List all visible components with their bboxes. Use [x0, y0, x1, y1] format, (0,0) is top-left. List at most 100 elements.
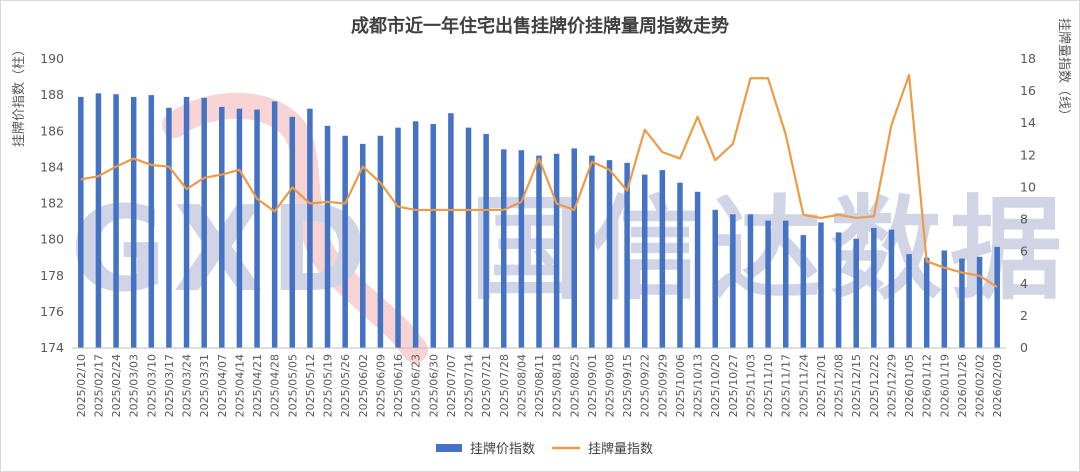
x-tick-label: 2025/08/11	[533, 354, 546, 417]
x-tick-label: 2026/01/26	[956, 354, 969, 417]
x-tick-label: 2025/03/31	[198, 354, 211, 417]
x-tick-label: 2025/03/24	[181, 354, 194, 417]
x-tick-label: 2025/12/22	[868, 354, 881, 417]
right-tick-label: 4	[1020, 276, 1028, 291]
x-tick-label: 2026/01/05	[903, 354, 916, 417]
bar-2025-06-16	[395, 127, 401, 348]
bar-2025-08-25	[571, 148, 577, 348]
bar-2025-09-22	[641, 174, 648, 348]
x-tick-label: 2025/03/10	[145, 354, 158, 417]
bar-2026-01-26	[959, 258, 965, 348]
legend: 挂牌价指数 挂牌量指数	[436, 441, 653, 457]
x-tick-label: 2025/08/04	[515, 354, 528, 417]
chart-title: 成都市近一年住宅出售挂牌价挂牌量周指数走势	[351, 15, 729, 37]
bar-2025-04-14	[236, 108, 243, 348]
x-tick-label: 2026/01/12	[921, 354, 934, 417]
x-tick-label: 2025/09/01	[586, 354, 599, 417]
x-tick-label: 2025/09/08	[603, 354, 616, 417]
bar-2025-03-31	[201, 97, 207, 348]
x-tick-label: 2025/06/30	[427, 354, 440, 417]
bar-2025-05-12	[307, 108, 313, 348]
left-tick-label: 184	[40, 159, 64, 174]
x-tick-label: 2025/04/28	[269, 354, 282, 417]
x-tick-label: 2025/07/07	[445, 354, 458, 417]
bar-2025-08-04	[518, 150, 525, 348]
bar-2025-12-01	[818, 222, 824, 348]
x-tick-label: 2025/11/10	[762, 354, 775, 417]
x-tick-label: 2025/09/29	[656, 354, 669, 417]
x-tick-label: 2026/02/02	[974, 354, 987, 417]
right-tick-label: 6	[1020, 244, 1028, 259]
legend-swatch-bar	[436, 444, 462, 452]
x-tick-label: 2025/05/19	[322, 354, 335, 417]
x-tick-label: 2025/08/18	[551, 354, 564, 417]
bar-2025-11-24	[800, 235, 807, 348]
x-tick-label: 2025/04/07	[216, 354, 229, 417]
bar-2026-02-02	[976, 256, 983, 348]
bar-2025-08-18	[553, 153, 560, 348]
left-tick-label: 176	[40, 304, 64, 319]
left-tick-label: 174	[40, 340, 64, 355]
bar-2025-09-29	[659, 170, 666, 348]
x-tick-label: 2025/07/14	[463, 354, 476, 417]
x-tick-label: 2025/07/28	[498, 354, 511, 417]
bar-2025-06-02	[360, 143, 366, 348]
x-tick-label: 2025/11/24	[797, 354, 810, 417]
right-tick-label: 18	[1020, 51, 1036, 66]
right-tick-label: 12	[1020, 147, 1036, 162]
bar-2025-04-21	[254, 109, 260, 348]
bar-2025-10-20	[712, 209, 718, 348]
bar-2025-02-24	[113, 94, 119, 348]
bar-2025-03-17	[166, 107, 172, 349]
bar-2025-12-29	[888, 229, 895, 348]
x-tick-label: 2025/09/22	[639, 354, 652, 417]
bar-2025-12-15	[853, 238, 859, 348]
bar-2025-11-03	[747, 214, 754, 348]
x-tick-label: 2025/10/06	[674, 354, 687, 417]
bar-2026-01-19	[941, 250, 948, 348]
bar-2026-02-09	[994, 246, 1000, 348]
bar-2025-05-26	[342, 135, 348, 348]
x-tick-label: 2025/12/01	[815, 354, 828, 417]
bar-2025-02-17	[95, 93, 102, 348]
bar-2025-04-07	[219, 106, 225, 349]
x-tick-label: 2025/09/15	[621, 354, 634, 417]
bar-2025-06-23	[412, 121, 419, 348]
right-tick-label: 2	[1020, 308, 1028, 323]
right-axis-label: 挂牌量指数（线）	[1056, 18, 1072, 122]
bar-2025-08-11	[536, 155, 542, 348]
x-tick-label: 2025/04/14	[233, 354, 246, 417]
x-tick-label: 2025/05/26	[339, 354, 352, 417]
x-tick-label: 2025/02/24	[110, 354, 123, 417]
bar-2025-12-08	[835, 232, 842, 348]
x-tick-label: 2025/02/17	[92, 354, 105, 417]
x-tick-label: 2025/12/08	[833, 354, 846, 417]
x-tick-label: 2025/10/13	[692, 354, 705, 417]
right-tick-label: 8	[1020, 212, 1028, 227]
x-axis-ticks: 2025/02/10 2025/02/17 2025/02/24 2025/03/03…	[75, 354, 1004, 417]
legend-label-price: 挂牌价指数	[470, 441, 535, 457]
x-tick-label: 2025/12/29	[885, 354, 898, 417]
right-tick-label: 14	[1020, 115, 1036, 130]
right-tick-label: 10	[1020, 179, 1036, 194]
bar-2025-03-24	[183, 96, 190, 349]
x-tick-label: 2025/06/09	[374, 354, 387, 417]
left-tick-label: 186	[40, 123, 64, 138]
x-tick-label: 2025/11/03	[744, 354, 757, 417]
bar-2025-03-03	[130, 96, 137, 349]
bar-2025-11-10	[765, 220, 771, 348]
left-tick-label: 188	[40, 87, 64, 102]
x-tick-label: 2026/01/19	[938, 354, 951, 417]
x-tick-label: 2025/03/03	[128, 354, 141, 417]
bar-2025-10-06	[677, 182, 683, 348]
listing-volume-line	[80, 73, 998, 288]
bar-2025-06-30	[430, 124, 437, 349]
right-axis-ticks: 0 2 4 6 8 10 12 14 16 18	[1020, 51, 1036, 355]
bar-2025-12-22	[871, 227, 877, 348]
left-axis-label: 挂牌价指数（柱）	[11, 43, 27, 147]
bar-2025-09-15	[624, 162, 630, 348]
bar-2025-07-14	[465, 127, 472, 348]
bar-2025-06-09	[377, 135, 384, 348]
